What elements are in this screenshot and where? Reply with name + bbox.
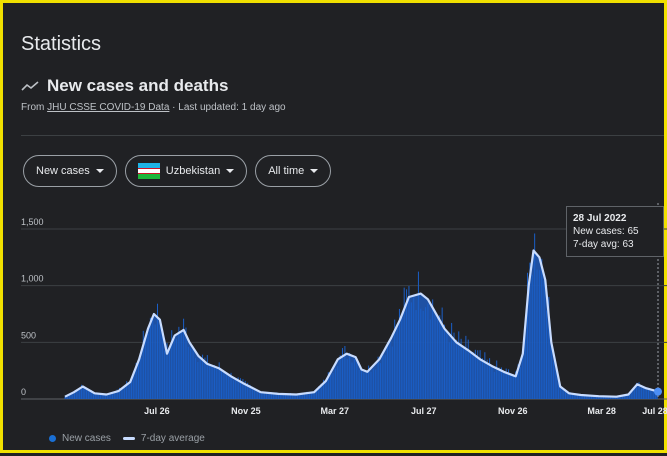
avg-line — [64, 249, 659, 398]
source-link[interactable]: JHU CSSE COVID-19 Data — [47, 102, 170, 113]
x-tick-label: Jul 28 — [642, 406, 667, 416]
tooltip-date: 28 Jul 2022 — [573, 213, 627, 224]
caret-down-icon — [95, 169, 104, 173]
divider — [21, 135, 664, 136]
trending-line-icon — [21, 81, 39, 91]
section-header: New cases and deaths — [21, 76, 228, 96]
x-tick-label: Mar 27 — [321, 406, 350, 416]
country-label: Uzbekistan — [165, 165, 221, 177]
x-tick-label: Mar 28 — [587, 406, 616, 416]
hover-point — [654, 387, 662, 396]
source-prefix: From — [21, 102, 45, 113]
filter-bar: New cases Uzbekistan All time — [23, 155, 332, 187]
y-tick-label: 1,500 — [21, 217, 44, 227]
source-line: From JHU CSSE COVID-19 Data · Last updat… — [21, 102, 286, 113]
legend-new-cases-label: New cases — [62, 433, 111, 444]
range-label: All time — [268, 165, 305, 177]
caret-down-icon — [226, 169, 235, 173]
legend-avg-label: 7-day average — [140, 433, 205, 444]
metric-label: New cases — [36, 165, 90, 177]
last-updated: · Last updated: 1 day ago — [172, 102, 286, 113]
legend-dot-icon — [49, 435, 56, 442]
chart-tooltip: 28 Jul 2022 New cases: 65 7-day avg: 63 — [566, 206, 664, 257]
y-tick-label: 500 — [21, 330, 36, 340]
caret-down-icon — [310, 169, 319, 173]
country-dropdown[interactable]: Uzbekistan — [124, 155, 248, 187]
section-title: New cases and deaths — [47, 76, 229, 95]
metric-dropdown[interactable]: New cases — [23, 155, 117, 187]
page-title: Statistics — [21, 33, 102, 55]
uzbekistan-flag-icon — [137, 163, 160, 180]
x-tick-label: Jul 26 — [144, 406, 170, 416]
tooltip-avg: 7-day avg: 63 — [573, 239, 634, 250]
x-tick-label: Nov 26 — [498, 406, 528, 416]
x-tick-label: Nov 25 — [231, 406, 261, 416]
tooltip-new-cases: New cases: 65 — [573, 226, 639, 237]
y-tick-label: 0 — [21, 387, 26, 397]
cases-chart[interactable]: 0 500 1,000 1,500 Jul 26 Nov 25 Mar 27 Jul 27 No… — [3, 3, 667, 456]
legend-avg[interactable]: 7-day average — [122, 433, 205, 444]
x-tick-label: Jul 27 — [411, 406, 437, 416]
chart-legend: New cases 7-day average — [49, 433, 205, 444]
legend-line-icon — [122, 437, 135, 440]
range-dropdown[interactable]: All time — [255, 155, 332, 187]
y-tick-label: 1,000 — [21, 274, 44, 284]
legend-new-cases[interactable]: New cases — [49, 433, 111, 444]
